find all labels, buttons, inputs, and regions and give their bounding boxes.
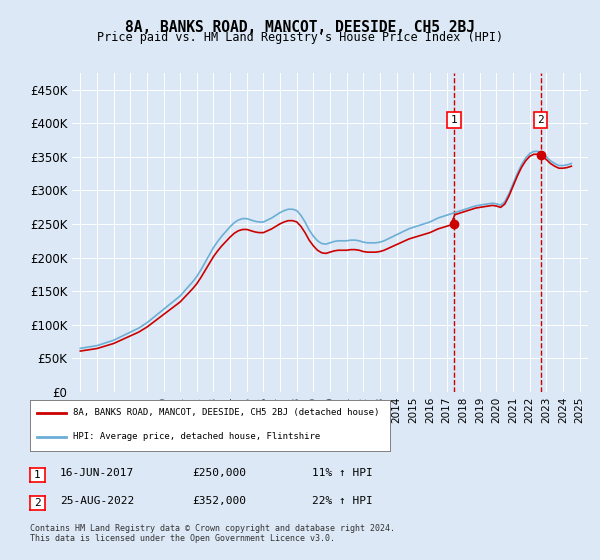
Text: Contains HM Land Registry data © Crown copyright and database right 2024.
This d: Contains HM Land Registry data © Crown c… — [30, 524, 395, 543]
Text: Price paid vs. HM Land Registry's House Price Index (HPI): Price paid vs. HM Land Registry's House … — [97, 31, 503, 44]
Text: 11% ↑ HPI: 11% ↑ HPI — [312, 468, 373, 478]
Text: 2: 2 — [537, 115, 544, 125]
Text: 25-AUG-2022: 25-AUG-2022 — [60, 496, 134, 506]
Text: 8A, BANKS ROAD, MANCOT, DEESIDE, CH5 2BJ (detached house): 8A, BANKS ROAD, MANCOT, DEESIDE, CH5 2BJ… — [73, 408, 380, 418]
Text: 2: 2 — [34, 498, 41, 507]
Text: £352,000: £352,000 — [192, 496, 246, 506]
Text: 22% ↑ HPI: 22% ↑ HPI — [312, 496, 373, 506]
Text: 16-JUN-2017: 16-JUN-2017 — [60, 468, 134, 478]
Text: 8A, BANKS ROAD, MANCOT, DEESIDE, CH5 2BJ: 8A, BANKS ROAD, MANCOT, DEESIDE, CH5 2BJ — [125, 20, 475, 35]
Text: 1: 1 — [451, 115, 458, 125]
Text: 1: 1 — [34, 470, 41, 479]
Text: £250,000: £250,000 — [192, 468, 246, 478]
Text: HPI: Average price, detached house, Flintshire: HPI: Average price, detached house, Flin… — [73, 432, 320, 441]
